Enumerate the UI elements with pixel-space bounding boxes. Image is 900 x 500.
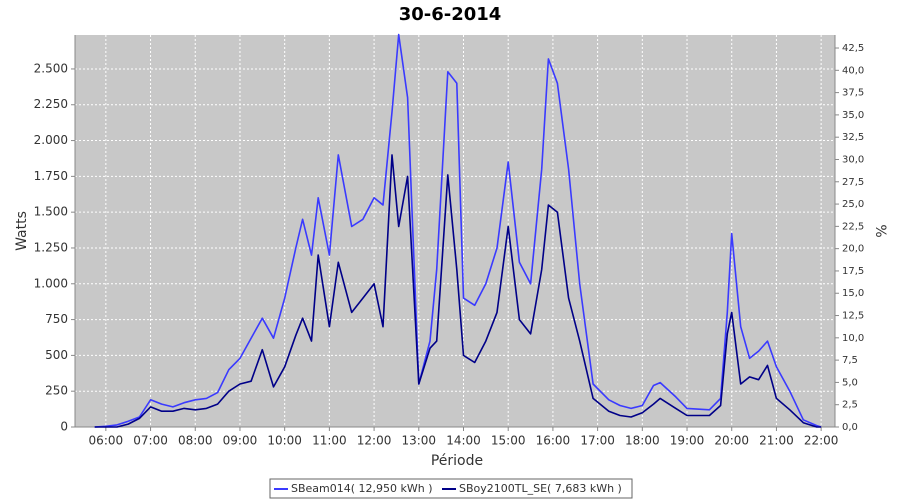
y2-tick-label: 25,0: [842, 199, 864, 210]
y2-tick-label: 10,0: [842, 333, 864, 344]
y2-tick-label: 20,0: [842, 244, 864, 255]
x-tick-label: 13:00: [401, 434, 436, 448]
y-tick-label: 2.000: [34, 133, 68, 147]
x-tick-label: 21:00: [759, 434, 794, 448]
x-tick-label: 22:00: [804, 434, 839, 448]
y-tick-label: 1.500: [34, 205, 68, 219]
y2-tick-label: 27,5: [842, 177, 864, 188]
x-tick-label: 14:00: [446, 434, 481, 448]
y-tick-label: 2.500: [34, 61, 68, 75]
x-tick-label: 17:00: [580, 434, 615, 448]
y2-tick-label: 22,5: [842, 221, 864, 232]
y2-tick-label: 17,5: [842, 266, 864, 277]
y-tick-label: 2.250: [34, 97, 68, 111]
y-tick-label: 1.750: [34, 169, 68, 183]
x-tick-label: 08:00: [178, 434, 213, 448]
y2-tick-label: 2,5: [842, 400, 858, 411]
legend-label: SBoy2100TL_SE( 7,683 kWh ): [459, 482, 622, 495]
y2-tick-label: 35,0: [842, 110, 864, 121]
x-axis-label: Période: [431, 453, 483, 469]
y-axis-label: Watts: [14, 211, 30, 251]
y2-tick-label: 12,5: [842, 311, 864, 322]
x-tick-label: 20:00: [714, 434, 749, 448]
y2-tick-label: 42,5: [842, 43, 864, 54]
y2-tick-label: 0,0: [842, 422, 858, 433]
x-tick-label: 12:00: [357, 434, 392, 448]
plot-area: [75, 35, 835, 427]
series-line: [94, 154, 822, 428]
y2-tick-label: 7,5: [842, 355, 858, 366]
y-tick-label: 750: [45, 312, 68, 326]
x-tick-label: 06:00: [89, 434, 124, 448]
y2-tick-label: 15,0: [842, 288, 864, 299]
y-tick-label: 1.250: [34, 240, 68, 254]
y2-axis-label: %: [872, 224, 888, 237]
x-tick-label: 18:00: [625, 434, 660, 448]
y-tick-label: 0: [60, 420, 68, 434]
y2-tick-label: 37,5: [842, 88, 864, 99]
chart-title: 30-6-2014: [399, 4, 502, 25]
x-tick-label: 09:00: [223, 434, 258, 448]
y-tick-label: 500: [45, 348, 68, 362]
legend-label: SBeam014( 12,950 kWh ): [291, 482, 433, 495]
x-tick-label: 19:00: [670, 434, 705, 448]
x-tick-label: 16:00: [536, 434, 571, 448]
x-tick-label: 15:00: [491, 434, 526, 448]
y-tick-label: 1.000: [34, 276, 68, 290]
series-line: [94, 33, 822, 428]
y-tick-label: 250: [45, 384, 68, 398]
y2-tick-label: 5,0: [842, 377, 858, 388]
y2-tick-label: 32,5: [842, 132, 864, 143]
x-tick-label: 07:00: [133, 434, 168, 448]
x-tick-label: 10:00: [267, 434, 302, 448]
y2-tick-label: 40,0: [842, 65, 864, 76]
y2-tick-label: 30,0: [842, 154, 864, 165]
x-tick-label: 11:00: [312, 434, 347, 448]
